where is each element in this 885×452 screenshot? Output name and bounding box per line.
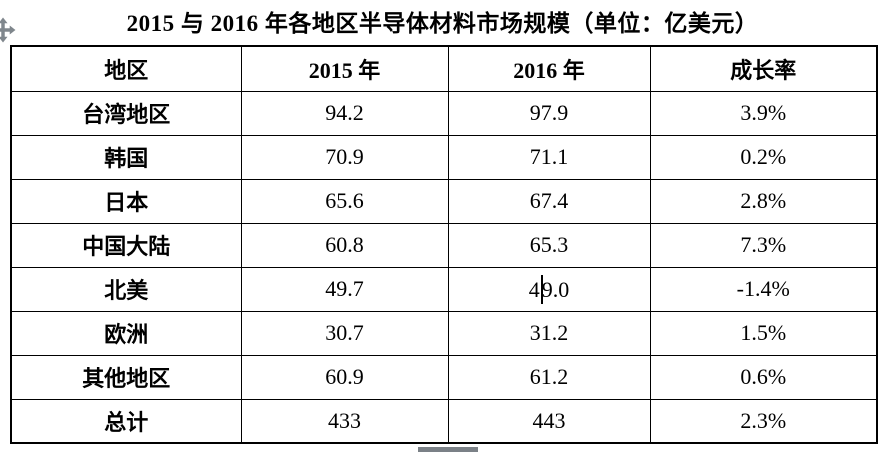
value-cell[interactable]: 0.6% (649, 354, 878, 400)
region-cell[interactable]: 韩国 (10, 134, 242, 180)
value-cell[interactable]: 67.4 (447, 178, 651, 224)
header-row: 地区 2015 年 2016 年 成长率 (10, 45, 878, 92)
value-cell[interactable]: 61.2 (447, 354, 651, 400)
value-cell[interactable]: 49.0 (447, 266, 651, 312)
region-cell[interactable]: 总计 (10, 398, 242, 444)
scrollbar-thumb[interactable] (418, 447, 478, 452)
table-row: 欧洲 30.7 31.2 1.5% (10, 310, 878, 356)
table-move-handle[interactable] (0, 17, 16, 43)
table-row: 其他地区 60.9 61.2 0.6% (10, 354, 878, 400)
text-cursor (540, 274, 543, 304)
value-cell[interactable]: 1.5% (649, 310, 878, 356)
value-cell[interactable]: 65.3 (447, 222, 651, 268)
market-size-table: 地区 2015 年 2016 年 成长率 台湾地区 94.2 97.9 3.9% 韩国 7… (10, 45, 878, 444)
table-row: 中国大陆 60.8 65.3 7.3% (10, 222, 878, 268)
value-cell[interactable]: 443 (447, 398, 651, 444)
value-cell[interactable]: 94.2 (240, 90, 449, 136)
table-row: 韩国 70.9 71.1 0.2% (10, 134, 878, 180)
value-cell[interactable]: -1.4% (649, 266, 878, 312)
region-cell[interactable]: 中国大陆 (10, 222, 242, 268)
value-cell[interactable]: 49.7 (240, 266, 449, 312)
value-cell[interactable]: 2.3% (649, 398, 878, 444)
value-cell[interactable]: 97.9 (447, 90, 651, 136)
region-cell[interactable]: 其他地区 (10, 354, 242, 400)
value-cell[interactable]: 71.1 (447, 134, 651, 180)
value-cell[interactable]: 30.7 (240, 310, 449, 356)
header-2016[interactable]: 2016 年 (447, 45, 651, 92)
table-row: 总计 433 443 2.3% (10, 398, 878, 444)
move-cross-icon (0, 17, 16, 43)
header-growth[interactable]: 成长率 (649, 45, 878, 92)
table-row: 日本 65.6 67.4 2.8% (10, 178, 878, 224)
region-cell[interactable]: 台湾地区 (10, 90, 242, 136)
table-row: 北美 49.7 49.0 -1.4% (10, 266, 878, 312)
table-body: 台湾地区 94.2 97.9 3.9% 韩国 70.9 71.1 0.2% 日本 65.6 67.4… (10, 90, 878, 444)
region-cell[interactable]: 北美 (10, 266, 242, 312)
header-region[interactable]: 地区 (10, 45, 242, 92)
region-cell[interactable]: 日本 (10, 178, 242, 224)
value-cell[interactable]: 433 (240, 398, 449, 444)
value-cell[interactable]: 60.9 (240, 354, 449, 400)
table-row: 台湾地区 94.2 97.9 3.9% (10, 90, 878, 136)
header-2015[interactable]: 2015 年 (240, 45, 449, 92)
region-cell[interactable]: 欧洲 (10, 310, 242, 356)
value-cell[interactable]: 60.8 (240, 222, 449, 268)
value-cell[interactable]: 0.2% (649, 134, 878, 180)
value-cell[interactable]: 65.6 (240, 178, 449, 224)
page-title: 2015 与 2016 年各地区半导体材料市场规模（单位：亿美元） (126, 11, 759, 36)
value-cell[interactable]: 70.9 (240, 134, 449, 180)
value-cell[interactable]: 31.2 (447, 310, 651, 356)
value-cell[interactable]: 3.9% (649, 90, 878, 136)
value-cell[interactable]: 7.3% (649, 222, 878, 268)
value-cell[interactable]: 2.8% (649, 178, 878, 224)
